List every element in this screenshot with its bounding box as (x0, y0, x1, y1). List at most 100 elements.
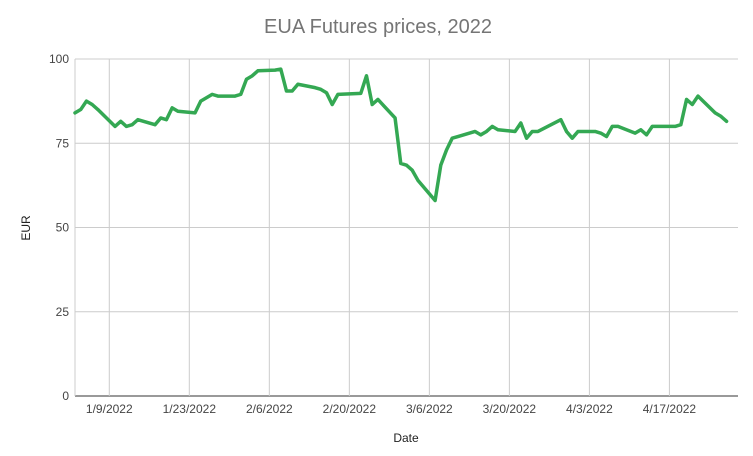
data-point (479, 133, 483, 137)
data-point (650, 124, 654, 128)
data-point (90, 102, 94, 106)
data-point (410, 168, 414, 172)
data-point (485, 129, 489, 133)
data-point (439, 163, 443, 167)
data-point (679, 123, 683, 127)
data-point (153, 123, 157, 127)
chart-title: EUA Futures prices, 2022 (264, 16, 492, 38)
data-point (696, 94, 700, 98)
data-point (113, 124, 117, 128)
y-tick-label: 100 (49, 52, 69, 66)
data-point (273, 68, 277, 72)
data-point (450, 136, 454, 140)
data-point (473, 129, 477, 133)
y-axis-ticks: 0 25 50 75 100 (49, 52, 69, 403)
data-point (633, 131, 637, 135)
data-point (250, 74, 254, 78)
data-point (565, 129, 569, 133)
data-point (496, 128, 500, 132)
data-point (239, 92, 243, 96)
data-point (330, 102, 334, 106)
data-point (313, 86, 317, 90)
data-point (599, 131, 603, 135)
data-point (256, 69, 260, 73)
data-point (530, 129, 534, 133)
data-point (445, 148, 449, 152)
data-point (279, 67, 283, 71)
series-line (73, 67, 729, 203)
data-point (84, 99, 88, 103)
data-point (210, 92, 214, 96)
data-point (393, 116, 397, 120)
data-point (725, 119, 729, 123)
data-point (284, 89, 288, 93)
data-point (513, 129, 517, 133)
data-point (645, 133, 649, 137)
data-point (130, 123, 134, 127)
x-tick-label: 3/20/2022 (483, 402, 537, 416)
data-point (616, 124, 620, 128)
data-point (216, 94, 220, 98)
data-point (364, 74, 368, 78)
data-point (376, 97, 380, 101)
x-tick-label: 4/17/2022 (643, 402, 697, 416)
data-point (336, 92, 340, 96)
data-point (159, 116, 163, 120)
data-point (673, 124, 677, 128)
data-point (164, 118, 168, 122)
data-point (490, 124, 494, 128)
data-point (405, 163, 408, 167)
data-point (73, 111, 77, 115)
x-tick-label: 2/6/2022 (246, 402, 293, 416)
data-point (639, 128, 643, 132)
data-point (124, 124, 128, 128)
data-point (416, 178, 420, 182)
data-point (96, 108, 100, 112)
data-point (119, 119, 123, 123)
data-point (170, 106, 174, 110)
x-tick-label: 1/23/2022 (163, 402, 217, 416)
x-tick-label: 3/6/2022 (406, 402, 453, 416)
data-point (233, 94, 237, 98)
data-point (576, 129, 580, 133)
data-point (525, 136, 529, 140)
data-point (433, 199, 437, 203)
data-point (605, 135, 609, 139)
gridlines (74, 58, 738, 397)
data-point (559, 118, 563, 122)
data-point (324, 91, 328, 95)
data-point (519, 121, 523, 125)
x-axis-label: Date (393, 431, 419, 445)
data-point (136, 118, 140, 122)
data-point (713, 111, 717, 115)
y-axis-label: EUR (19, 215, 33, 241)
data-point (593, 129, 597, 133)
data-point (690, 102, 694, 106)
y-tick-label: 50 (56, 221, 70, 235)
y-tick-label: 25 (56, 305, 70, 319)
data-point (570, 136, 574, 140)
series-layer (73, 67, 729, 203)
x-axis-ticks: 1/9/2022 1/23/2022 2/6/2022 2/20/2022 3/6/20… (86, 402, 696, 416)
data-point (296, 82, 300, 86)
data-point (359, 91, 363, 95)
data-point (685, 97, 689, 101)
data-point (244, 77, 248, 81)
data-point (399, 161, 403, 165)
y-tick-label: 0 (62, 389, 69, 403)
data-point (370, 102, 374, 106)
x-tick-label: 1/9/2022 (86, 402, 133, 416)
data-point (610, 124, 614, 128)
data-point (79, 108, 83, 112)
data-point (719, 114, 723, 118)
x-tick-label: 2/20/2022 (323, 402, 377, 416)
x-tick-label: 4/3/2022 (566, 402, 613, 416)
data-point (193, 111, 197, 115)
data-point (536, 129, 540, 133)
y-tick-label: 75 (56, 136, 70, 150)
data-point (456, 135, 460, 139)
data-point (199, 99, 203, 103)
data-point (290, 89, 294, 93)
